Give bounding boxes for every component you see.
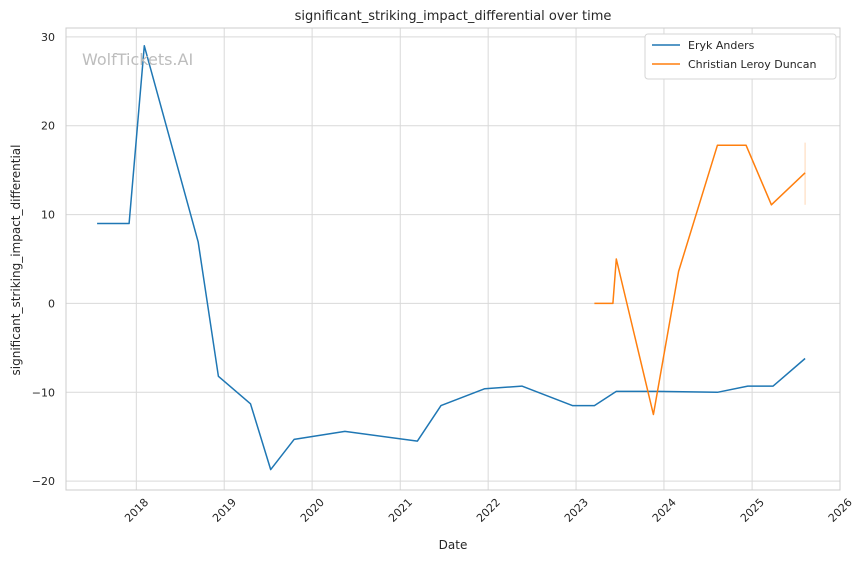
- y-tick-label: 10: [41, 209, 55, 222]
- y-tick-label: −10: [32, 386, 55, 399]
- y-axis-label: significant_striking_impact_differential: [9, 145, 23, 376]
- chart-title: significant_striking_impact_differential…: [295, 9, 612, 24]
- series-line-christian-leroy-duncan: [594, 144, 806, 416]
- y-tick-labels: −20 −10 0 10 20 30: [32, 31, 55, 488]
- legend-label-eryk-anders: Eryk Anders: [688, 39, 755, 52]
- series-lines: [97, 45, 806, 471]
- plot-frame: [65, 27, 841, 491]
- y-tick-label: −20: [32, 475, 55, 488]
- legend-label-christian-leroy-duncan: Christian Leroy Duncan: [688, 58, 816, 71]
- legend: Eryk Anders Christian Leroy Duncan: [644, 33, 837, 80]
- y-tick-label: 0: [48, 297, 55, 310]
- grid-lines: [66, 28, 841, 490]
- series-line-eryk-anders: [97, 45, 806, 471]
- x-axis-label: Date: [439, 538, 468, 552]
- y-tick-label: 20: [41, 120, 55, 133]
- y-tick-label: 30: [41, 31, 55, 44]
- legend-box: [644, 33, 837, 80]
- watermark: WolfTickets.AI: [82, 50, 193, 69]
